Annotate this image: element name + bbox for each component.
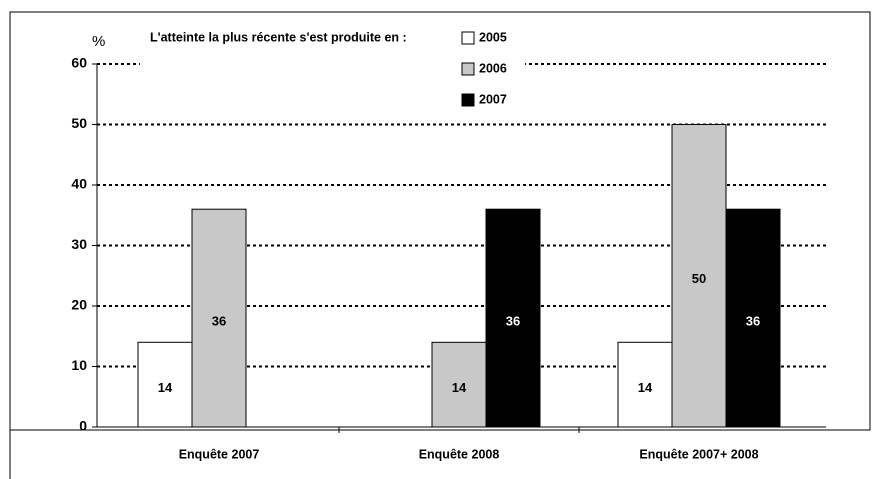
data-label: 14 xyxy=(158,380,173,395)
y-tick-label: 20 xyxy=(71,297,87,313)
x-tick-label: Enquête 2007+ 2008 xyxy=(639,447,758,461)
bar xyxy=(485,208,541,428)
bar xyxy=(617,341,673,428)
data-label: 50 xyxy=(692,271,706,286)
bar xyxy=(431,341,487,428)
legend-background xyxy=(140,24,525,116)
bar xyxy=(191,208,247,428)
legend-label: 2005 xyxy=(479,30,507,44)
legend-swatch xyxy=(461,31,475,45)
legend-label: 2007 xyxy=(479,92,507,106)
y-tick-label: 10 xyxy=(71,357,87,373)
y-tick-label: 50 xyxy=(71,115,87,131)
y-tick-label: 30 xyxy=(71,236,87,252)
bar xyxy=(671,124,727,428)
y-axis-label: % xyxy=(92,33,105,50)
x-tick-label: Enquête 2008 xyxy=(419,447,500,461)
legend-title: L'atteinte la plus récente s'est produit… xyxy=(150,30,407,44)
data-label: 36 xyxy=(506,314,520,329)
data-label: 14 xyxy=(638,380,653,395)
y-tick-label: 60 xyxy=(71,55,87,71)
bar xyxy=(725,208,781,428)
data-label: 36 xyxy=(746,314,760,329)
legend-swatch xyxy=(461,62,475,76)
y-tick-label: 0 xyxy=(79,418,87,434)
legend-swatch xyxy=(461,93,475,107)
y-tick-label: 40 xyxy=(71,176,87,192)
legend-label: 2006 xyxy=(479,61,507,75)
data-label: 36 xyxy=(212,314,226,329)
x-tick-label: Enquête 2007 xyxy=(179,447,260,461)
data-label: 14 xyxy=(452,380,467,395)
